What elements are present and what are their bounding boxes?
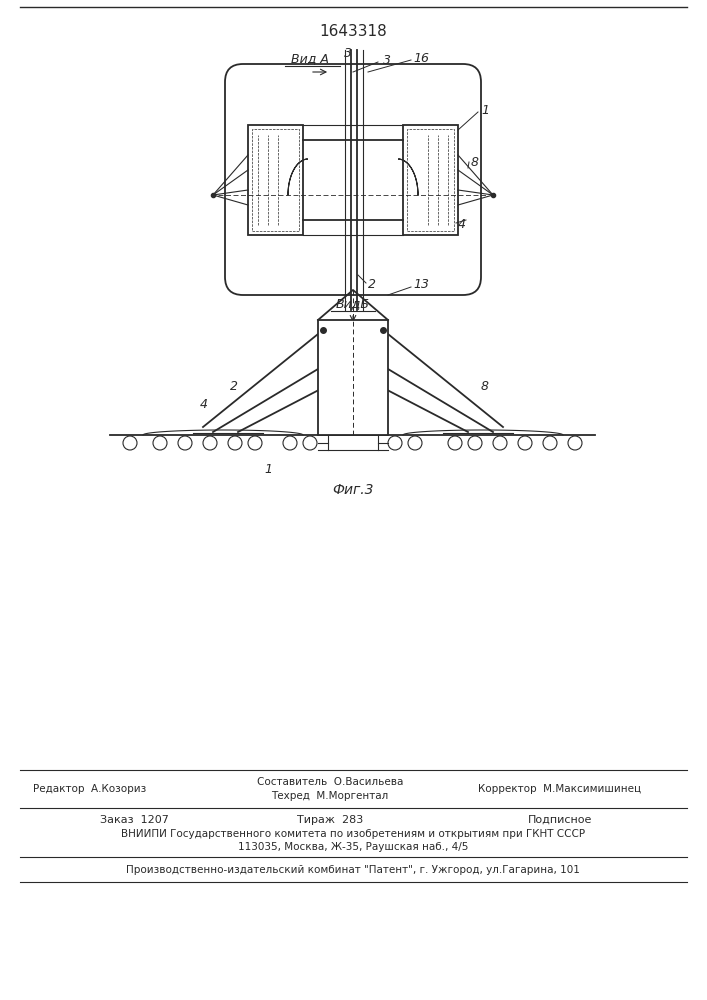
- Text: 8: 8: [471, 155, 479, 168]
- Text: 4: 4: [200, 398, 208, 412]
- Text: Техред  М.Моргентал: Техред М.Моргентал: [271, 791, 389, 801]
- Text: Производственно-издательский комбинат "Патент", г. Ужгород, ул.Гагарина, 101: Производственно-издательский комбинат "П…: [126, 865, 580, 875]
- Text: Составитель  О.Васильева: Составитель О.Васильева: [257, 777, 403, 787]
- Text: Тираж  283: Тираж 283: [297, 815, 363, 825]
- Text: 4: 4: [458, 219, 466, 232]
- Text: 1643318: 1643318: [319, 24, 387, 39]
- Text: 1: 1: [264, 463, 272, 476]
- Text: Заказ  1207: Заказ 1207: [100, 815, 169, 825]
- Text: 1: 1: [481, 104, 489, 116]
- Text: Фиг.2: Фиг.2: [332, 358, 374, 372]
- Text: 2: 2: [368, 278, 376, 292]
- Text: Вид А: Вид А: [291, 52, 329, 65]
- Text: Подписное: Подписное: [528, 815, 592, 825]
- Text: Фиг.3: Фиг.3: [332, 483, 374, 497]
- Bar: [318, 320, 388, 435]
- Text: 2: 2: [230, 380, 238, 393]
- Text: 3: 3: [344, 47, 352, 60]
- Bar: [252, 129, 299, 231]
- Text: 13: 13: [413, 278, 429, 292]
- Text: 8: 8: [481, 380, 489, 393]
- Text: Корректор  М.Максимишинец: Корректор М.Максимишинец: [479, 784, 641, 794]
- Text: 3: 3: [383, 53, 391, 66]
- Text: ВидБ: ВидБ: [336, 297, 370, 310]
- Bar: [248, 125, 303, 235]
- Text: 16: 16: [413, 51, 429, 64]
- Text: Редактор  А.Козориз: Редактор А.Козориз: [33, 784, 146, 794]
- Text: ВНИИПИ Государственного комитета по изобретениям и открытиям при ГКНТ СССР: ВНИИПИ Государственного комитета по изоб…: [121, 829, 585, 839]
- Bar: [407, 129, 454, 231]
- Text: Б: Б: [361, 326, 370, 340]
- Bar: [403, 125, 458, 235]
- Text: 113035, Москва, Ж-35, Раушская наб., 4/5: 113035, Москва, Ж-35, Раушская наб., 4/5: [238, 842, 468, 852]
